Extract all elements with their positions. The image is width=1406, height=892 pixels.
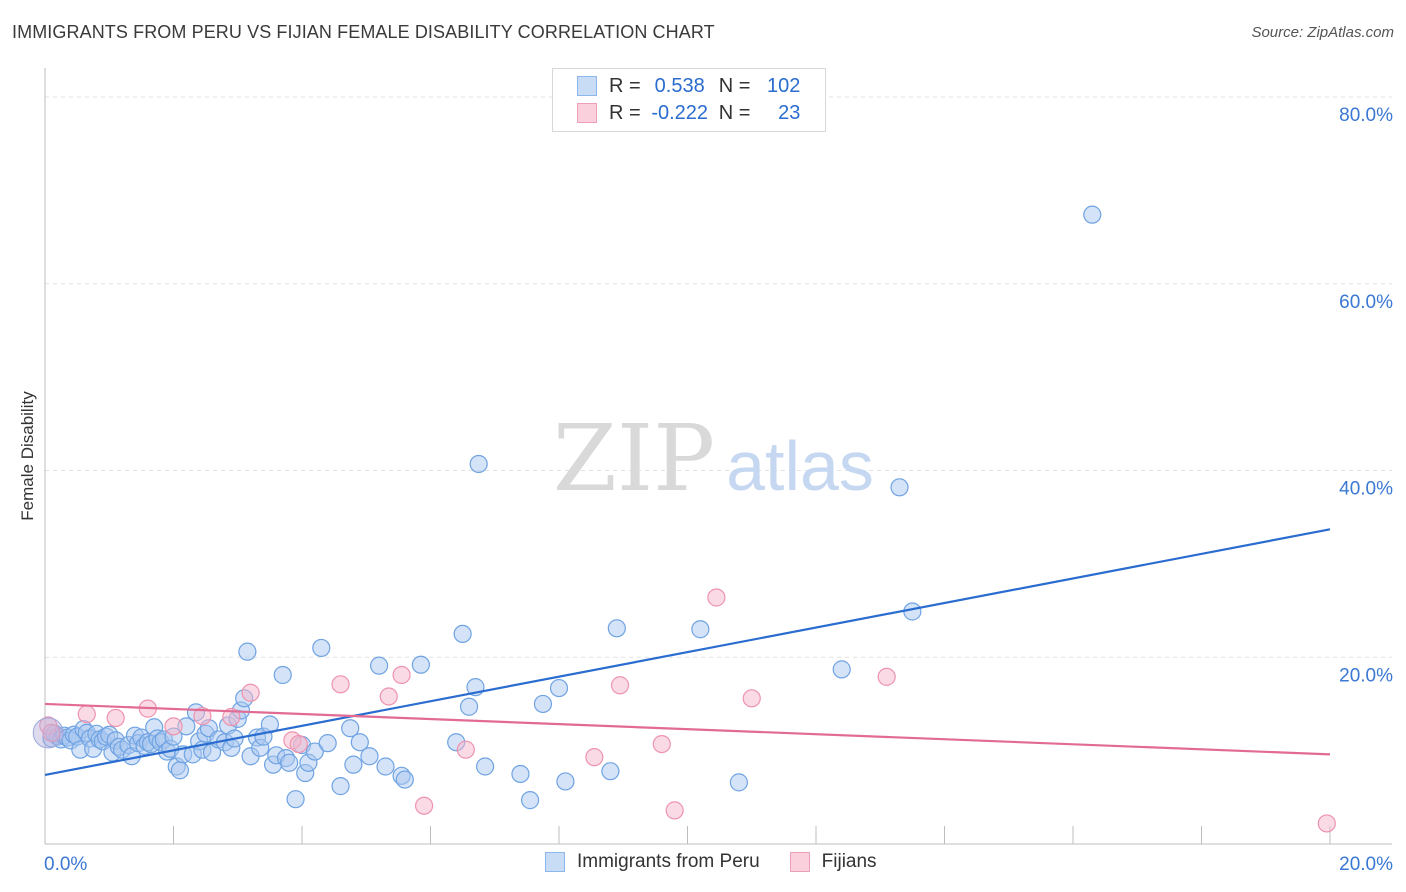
peru-point xyxy=(170,761,190,780)
watermark: ZIP atlas xyxy=(553,405,874,512)
legend-r-label: R = xyxy=(609,101,641,124)
peru-point xyxy=(370,656,389,675)
peru-point xyxy=(238,642,257,661)
y-tick-label: 60.0% xyxy=(1339,292,1393,313)
fijian-point xyxy=(742,689,761,708)
y-tick-label: 40.0% xyxy=(1339,479,1393,500)
peru-point xyxy=(318,734,337,753)
y-tick-label: 20.0% xyxy=(1339,665,1393,686)
peru-point xyxy=(360,747,379,766)
peru-point xyxy=(395,770,414,789)
peru-point xyxy=(511,764,530,784)
peru-point xyxy=(476,757,495,776)
fijian-point xyxy=(652,734,671,754)
fijian-point xyxy=(193,706,212,726)
legend-n-value: 102 xyxy=(767,74,801,97)
legend-row-fijians: R = -0.222 N = 23 xyxy=(577,100,800,126)
peru-point xyxy=(469,454,488,474)
fijian-point xyxy=(610,676,630,695)
series-legend-swatch-fijians xyxy=(789,852,810,872)
peru-point xyxy=(286,790,305,809)
fijian-point xyxy=(1317,814,1336,833)
trend-lines xyxy=(44,528,1331,776)
peru-point xyxy=(305,742,324,761)
fijian-point xyxy=(379,687,398,706)
peru-trend-line xyxy=(44,528,1331,776)
series-legend-label-peru: Immigrants from Peru xyxy=(577,851,760,872)
fijian-point xyxy=(241,683,260,702)
legend-n-value: 23 xyxy=(778,101,801,124)
series-legend-label-fijians: Fijians xyxy=(821,851,877,872)
x-tick-label: 20.0% xyxy=(1339,854,1393,875)
legend-row-peru: R = 0.538 N = 102 xyxy=(577,73,800,99)
watermark-atlas: atlas xyxy=(726,427,874,505)
chart-title: IMMIGRANTS FROM PERU VS FIJIAN FEMALE DI… xyxy=(12,22,715,42)
fijian-point xyxy=(106,708,125,728)
correlation-legend: R = 0.538 N = 102 R = -0.222 N = 23 xyxy=(552,68,826,132)
watermark-zip: ZIP xyxy=(553,405,715,512)
fijian-point xyxy=(289,734,308,754)
x-tick-label: 0.0% xyxy=(44,854,87,875)
peru-point xyxy=(520,791,540,810)
axes xyxy=(44,68,1392,845)
fijian-point xyxy=(665,801,684,820)
peru-point xyxy=(280,753,299,772)
peru-point xyxy=(903,602,922,621)
legend-r-value: 0.538 xyxy=(654,74,705,97)
peru-point xyxy=(533,694,553,714)
fijian-point xyxy=(392,665,411,685)
legend-r-value: -0.222 xyxy=(651,101,709,124)
y-axis-label: Female Disability xyxy=(18,391,37,521)
legend-swatch-peru xyxy=(577,76,597,96)
peru-point xyxy=(556,772,575,791)
peru-point xyxy=(459,697,479,716)
legend-r-label: R = xyxy=(609,74,641,97)
peru-point xyxy=(607,619,626,638)
peru-point xyxy=(331,777,350,796)
peru-point xyxy=(729,773,749,792)
fijian-point xyxy=(331,675,350,694)
peru-point xyxy=(890,478,909,497)
gridlines xyxy=(45,96,1392,658)
peru-point xyxy=(453,624,472,644)
peru-point xyxy=(376,757,395,776)
peru-point xyxy=(691,620,710,639)
legend-swatch-fijians xyxy=(577,103,597,123)
peru-point xyxy=(341,719,360,738)
fijian-point xyxy=(222,707,241,727)
fijian-point xyxy=(456,740,475,759)
peru-point xyxy=(350,733,369,752)
y-tick-label: 80.0% xyxy=(1339,105,1393,126)
fijian-point xyxy=(707,588,726,607)
legend-n-label: N = xyxy=(718,101,751,124)
tick-labels: 20.0% 40.0% 60.0% 80.0% 0.0% 20.0% xyxy=(44,105,1393,875)
source-note: Source: ZipAtlas.com xyxy=(1251,24,1394,41)
peru-point xyxy=(549,678,569,698)
series-legend-fijians: Fijians xyxy=(789,851,877,873)
series-legend: Immigrants from Peru Fijians xyxy=(545,851,907,873)
peru-point xyxy=(312,638,331,658)
peru-point xyxy=(411,655,430,674)
peru-point xyxy=(601,762,620,781)
fijian-trend-line xyxy=(44,702,1331,756)
peru-point xyxy=(273,665,292,685)
fijian-point xyxy=(42,723,61,742)
fijian-point xyxy=(77,705,96,724)
series-legend-swatch-peru xyxy=(545,852,565,872)
fijian-point xyxy=(585,748,604,767)
peru-point xyxy=(1083,205,1102,224)
peru-point xyxy=(832,660,851,679)
fijian-point xyxy=(164,717,183,736)
fijian-point xyxy=(414,796,434,815)
peru-point xyxy=(344,755,363,774)
data-points xyxy=(32,205,1336,833)
series-legend-peru: Immigrants from Peru xyxy=(545,851,760,873)
cluster-point xyxy=(32,717,64,749)
legend-n-label: N = xyxy=(718,74,751,97)
fijian-point xyxy=(877,667,896,686)
